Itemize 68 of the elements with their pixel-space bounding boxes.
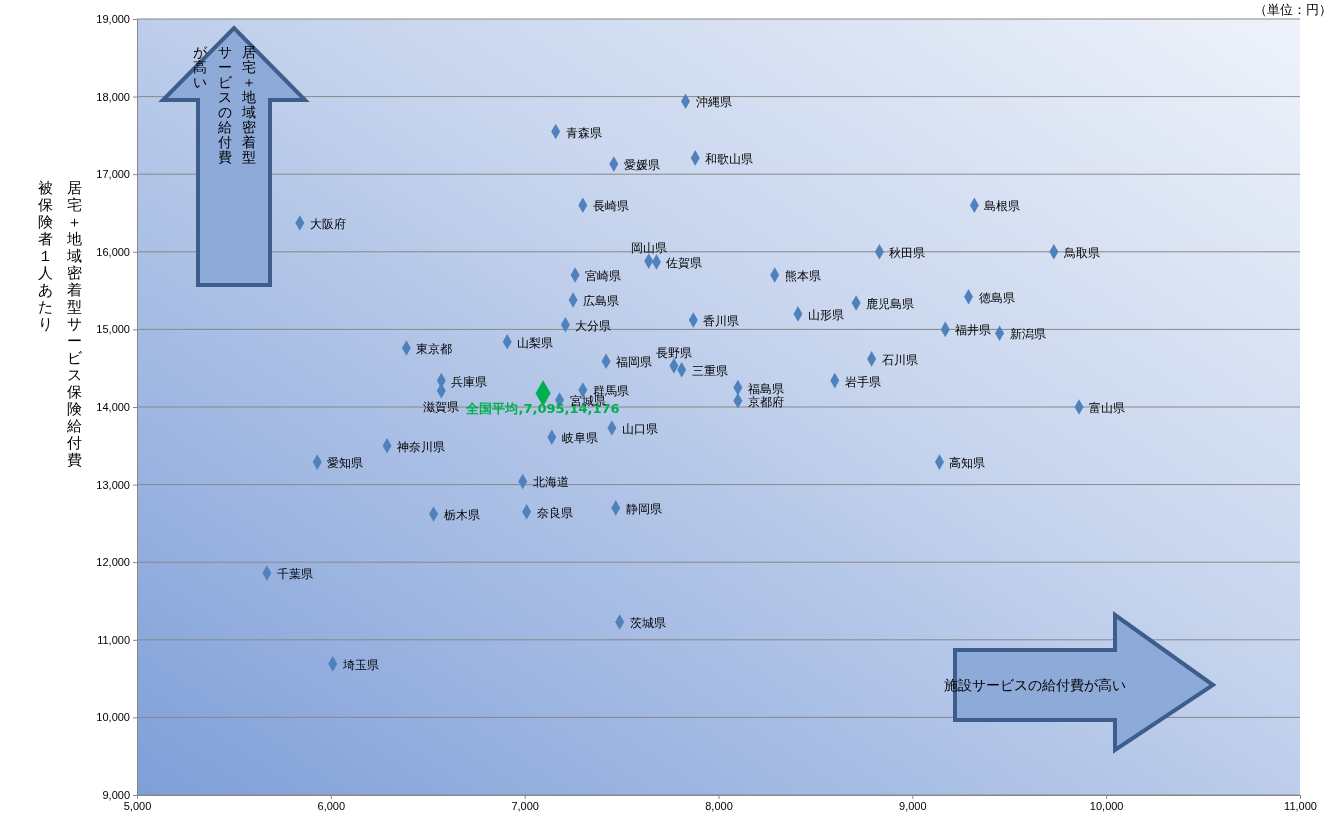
annotation: 施設サービスの給付費が高い xyxy=(944,677,1126,693)
x-tick-label: 5,000 xyxy=(123,799,152,812)
y-tick-label: 15,000 xyxy=(96,323,130,336)
data-label: 鹿児島県 xyxy=(866,297,915,312)
y-tick-label: 18,000 xyxy=(96,90,130,103)
data-label: 群馬県 xyxy=(592,383,629,398)
data-label: 鳥取県 xyxy=(1062,245,1100,260)
data-label: 熊本県 xyxy=(784,269,821,284)
data-label: 神奈川県 xyxy=(397,439,446,454)
data-label: 山口県 xyxy=(621,421,658,436)
data-label: 富山県 xyxy=(1089,401,1126,415)
data-label: 茨城県 xyxy=(629,615,666,630)
data-label: 沖縄県 xyxy=(695,95,732,110)
data-label: 滋賀県 xyxy=(423,399,460,414)
data-label: 山梨県 xyxy=(517,335,554,350)
data-label: 北海道 xyxy=(532,475,569,490)
data-label: 千葉県 xyxy=(276,567,313,582)
data-label: 石川県 xyxy=(881,352,918,367)
data-label: 大阪府 xyxy=(309,217,346,232)
data-label: 埼玉県 xyxy=(341,657,379,672)
data-label: 大分県 xyxy=(575,318,612,333)
data-label: 東京都 xyxy=(416,342,453,357)
y-tick-label: 13,000 xyxy=(96,478,130,491)
data-label: 岐阜県 xyxy=(561,431,598,446)
data-label: 徳島県 xyxy=(978,290,1015,305)
text: （単位：円） xyxy=(1254,2,1332,17)
y-tick-label: 16,000 xyxy=(96,245,130,258)
data-label: 愛媛県 xyxy=(623,158,660,173)
data-label: 佐賀県 xyxy=(666,255,703,270)
data-label: 岩手県 xyxy=(844,374,881,389)
data-label: 島根県 xyxy=(984,199,1021,214)
data-label: 長崎県 xyxy=(592,199,629,214)
text: 居宅＋地域密着型サービスの給付費が高い xyxy=(193,44,257,165)
y-tick-label: 14,000 xyxy=(96,401,130,414)
data-label: 京都府 xyxy=(747,394,784,409)
text: 居宅＋地域密着型サービス保険給付費被保険者１人あたり xyxy=(38,179,82,469)
y-tick-label: 19,000 xyxy=(96,13,130,26)
y-tick-label: 10,000 xyxy=(96,711,130,724)
data-label: 秋田県 xyxy=(889,245,926,260)
data-label: 山形県 xyxy=(807,307,844,322)
x-tick-label: 8,000 xyxy=(705,799,733,812)
x-tick-label: 10,000 xyxy=(1089,799,1124,812)
y-tick-label: 9,000 xyxy=(102,789,130,802)
data-label: 栃木県 xyxy=(443,508,480,523)
data-label: 長野県 xyxy=(655,345,692,360)
data-label: 新潟県 xyxy=(1009,327,1046,342)
data-label: 岡山県 xyxy=(630,241,667,256)
data-label: 広島県 xyxy=(583,293,620,308)
y-tick-label: 11,000 xyxy=(97,633,130,646)
data-label: 奈良県 xyxy=(536,505,573,520)
data-label: 宮崎県 xyxy=(585,269,622,284)
x-tick-label: 6,000 xyxy=(317,799,346,812)
data-label: 高知県 xyxy=(949,456,986,471)
data-label: 兵庫県 xyxy=(451,374,488,389)
y-tick-label: 12,000 xyxy=(96,556,130,569)
data-label: 愛知県 xyxy=(327,456,364,471)
data-label: 福岡県 xyxy=(616,355,653,370)
y-tick-label: 17,000 xyxy=(96,168,130,181)
data-label: 福島県 xyxy=(747,381,784,396)
data-label: 静岡県 xyxy=(625,501,662,516)
x-tick-label: 7,000 xyxy=(511,799,539,812)
data-label: 福井県 xyxy=(955,323,992,338)
data-label: 和歌山県 xyxy=(705,151,754,166)
x-tick-label: 11,000 xyxy=(1284,799,1317,812)
x-tick-label: 9,000 xyxy=(899,799,927,812)
data-label: 三重県 xyxy=(691,363,728,378)
data-label: 青森県 xyxy=(565,125,602,140)
data-label: 香川県 xyxy=(703,314,740,329)
